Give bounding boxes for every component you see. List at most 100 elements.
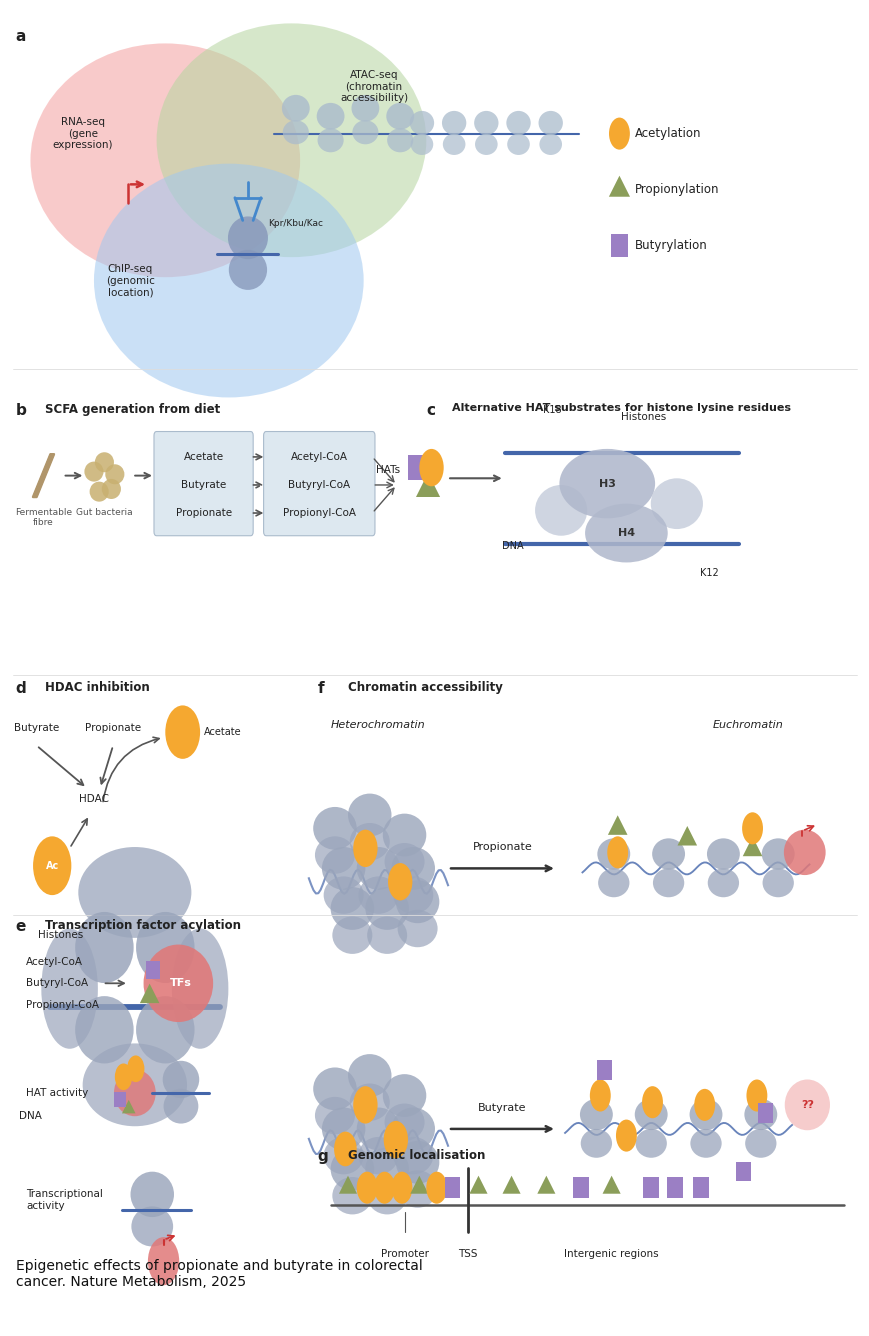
Ellipse shape: [365, 887, 408, 930]
Text: HDAC inhibition: HDAC inhibition: [45, 681, 149, 695]
Circle shape: [693, 1089, 714, 1121]
Ellipse shape: [784, 1079, 829, 1130]
Circle shape: [608, 118, 629, 150]
Ellipse shape: [783, 830, 825, 875]
Ellipse shape: [395, 880, 439, 923]
Ellipse shape: [580, 1098, 612, 1130]
Text: a: a: [16, 29, 26, 44]
Text: Propionate: Propionate: [176, 508, 231, 518]
Ellipse shape: [597, 839, 629, 870]
Text: Butyrylation: Butyrylation: [634, 239, 707, 253]
Ellipse shape: [474, 134, 497, 155]
Ellipse shape: [322, 847, 365, 890]
Ellipse shape: [650, 478, 702, 529]
Circle shape: [356, 1172, 377, 1204]
Ellipse shape: [745, 1129, 776, 1158]
Ellipse shape: [156, 23, 426, 257]
Ellipse shape: [707, 868, 739, 898]
Bar: [693, 1177, 708, 1198]
Ellipse shape: [83, 1043, 187, 1126]
Text: Genomic localisation: Genomic localisation: [348, 1149, 485, 1162]
Text: Propionylation: Propionylation: [634, 183, 719, 196]
Text: e: e: [16, 919, 26, 934]
Ellipse shape: [689, 1098, 721, 1130]
Ellipse shape: [393, 876, 433, 914]
Circle shape: [334, 1132, 356, 1166]
Bar: [642, 1177, 658, 1198]
Ellipse shape: [442, 134, 465, 155]
Ellipse shape: [349, 823, 389, 860]
Ellipse shape: [75, 912, 134, 983]
Ellipse shape: [332, 1177, 372, 1214]
Ellipse shape: [228, 216, 268, 259]
Text: Histones: Histones: [38, 930, 83, 941]
Ellipse shape: [348, 794, 391, 836]
Ellipse shape: [391, 847, 434, 890]
Ellipse shape: [358, 876, 398, 914]
Ellipse shape: [130, 1172, 174, 1217]
Ellipse shape: [507, 134, 529, 155]
Circle shape: [353, 830, 377, 867]
Ellipse shape: [690, 1129, 721, 1158]
Ellipse shape: [131, 1206, 173, 1246]
Text: H3: H3: [598, 478, 615, 489]
Ellipse shape: [114, 1069, 156, 1117]
Ellipse shape: [538, 111, 562, 135]
Text: ATAC-seq
(chromatin
accessibility): ATAC-seq (chromatin accessibility): [340, 71, 408, 103]
Polygon shape: [140, 983, 159, 1003]
Text: SCFA generation from diet: SCFA generation from diet: [45, 403, 220, 417]
Text: RNA-seq
(gene
expression): RNA-seq (gene expression): [52, 118, 113, 150]
Ellipse shape: [315, 1097, 355, 1134]
Polygon shape: [537, 1176, 554, 1194]
Bar: [735, 1162, 751, 1181]
Ellipse shape: [441, 111, 466, 135]
Text: Acetate: Acetate: [203, 727, 241, 737]
Ellipse shape: [41, 929, 98, 1049]
Circle shape: [115, 1063, 132, 1090]
Ellipse shape: [598, 868, 629, 898]
Bar: [444, 1177, 460, 1198]
Ellipse shape: [397, 1170, 437, 1208]
Ellipse shape: [330, 1148, 374, 1190]
Text: Butyryl-CoA: Butyryl-CoA: [26, 978, 88, 989]
Circle shape: [148, 1237, 179, 1285]
Text: b: b: [16, 403, 27, 418]
Ellipse shape: [349, 1083, 389, 1121]
Text: Propionate: Propionate: [472, 842, 532, 852]
Text: Acetyl-CoA: Acetyl-CoA: [290, 452, 348, 462]
Ellipse shape: [316, 103, 344, 130]
Text: Histones: Histones: [620, 411, 666, 422]
Ellipse shape: [313, 807, 356, 850]
Text: Kpr/Kbu/Kac: Kpr/Kbu/Kac: [268, 219, 322, 227]
Polygon shape: [607, 815, 627, 835]
Polygon shape: [469, 1176, 487, 1194]
Ellipse shape: [387, 128, 413, 152]
FancyBboxPatch shape: [263, 432, 375, 536]
Text: Acetate: Acetate: [183, 452, 223, 462]
Ellipse shape: [323, 876, 363, 914]
Bar: [573, 1177, 588, 1198]
Ellipse shape: [229, 250, 267, 290]
Ellipse shape: [367, 1177, 407, 1214]
Ellipse shape: [322, 1108, 365, 1150]
Text: Heterochromatin: Heterochromatin: [331, 720, 425, 731]
Text: Ac: Ac: [45, 860, 59, 871]
Ellipse shape: [356, 1108, 400, 1150]
Text: ??: ??: [800, 1100, 813, 1110]
Ellipse shape: [84, 462, 103, 482]
Ellipse shape: [367, 916, 407, 954]
Text: Propionyl-CoA: Propionyl-CoA: [282, 508, 355, 518]
Ellipse shape: [539, 134, 561, 155]
Circle shape: [353, 1086, 377, 1124]
Ellipse shape: [634, 1098, 667, 1130]
Text: Butyryl-CoA: Butyryl-CoA: [288, 480, 350, 490]
Text: HAT activity: HAT activity: [26, 1088, 89, 1098]
Text: Promoter: Promoter: [380, 1249, 428, 1259]
Circle shape: [383, 1121, 408, 1158]
Ellipse shape: [78, 847, 191, 938]
Ellipse shape: [474, 111, 498, 135]
Ellipse shape: [386, 103, 414, 130]
Text: Intergenic regions: Intergenic regions: [564, 1249, 658, 1259]
Ellipse shape: [143, 945, 213, 1022]
Ellipse shape: [706, 839, 739, 870]
